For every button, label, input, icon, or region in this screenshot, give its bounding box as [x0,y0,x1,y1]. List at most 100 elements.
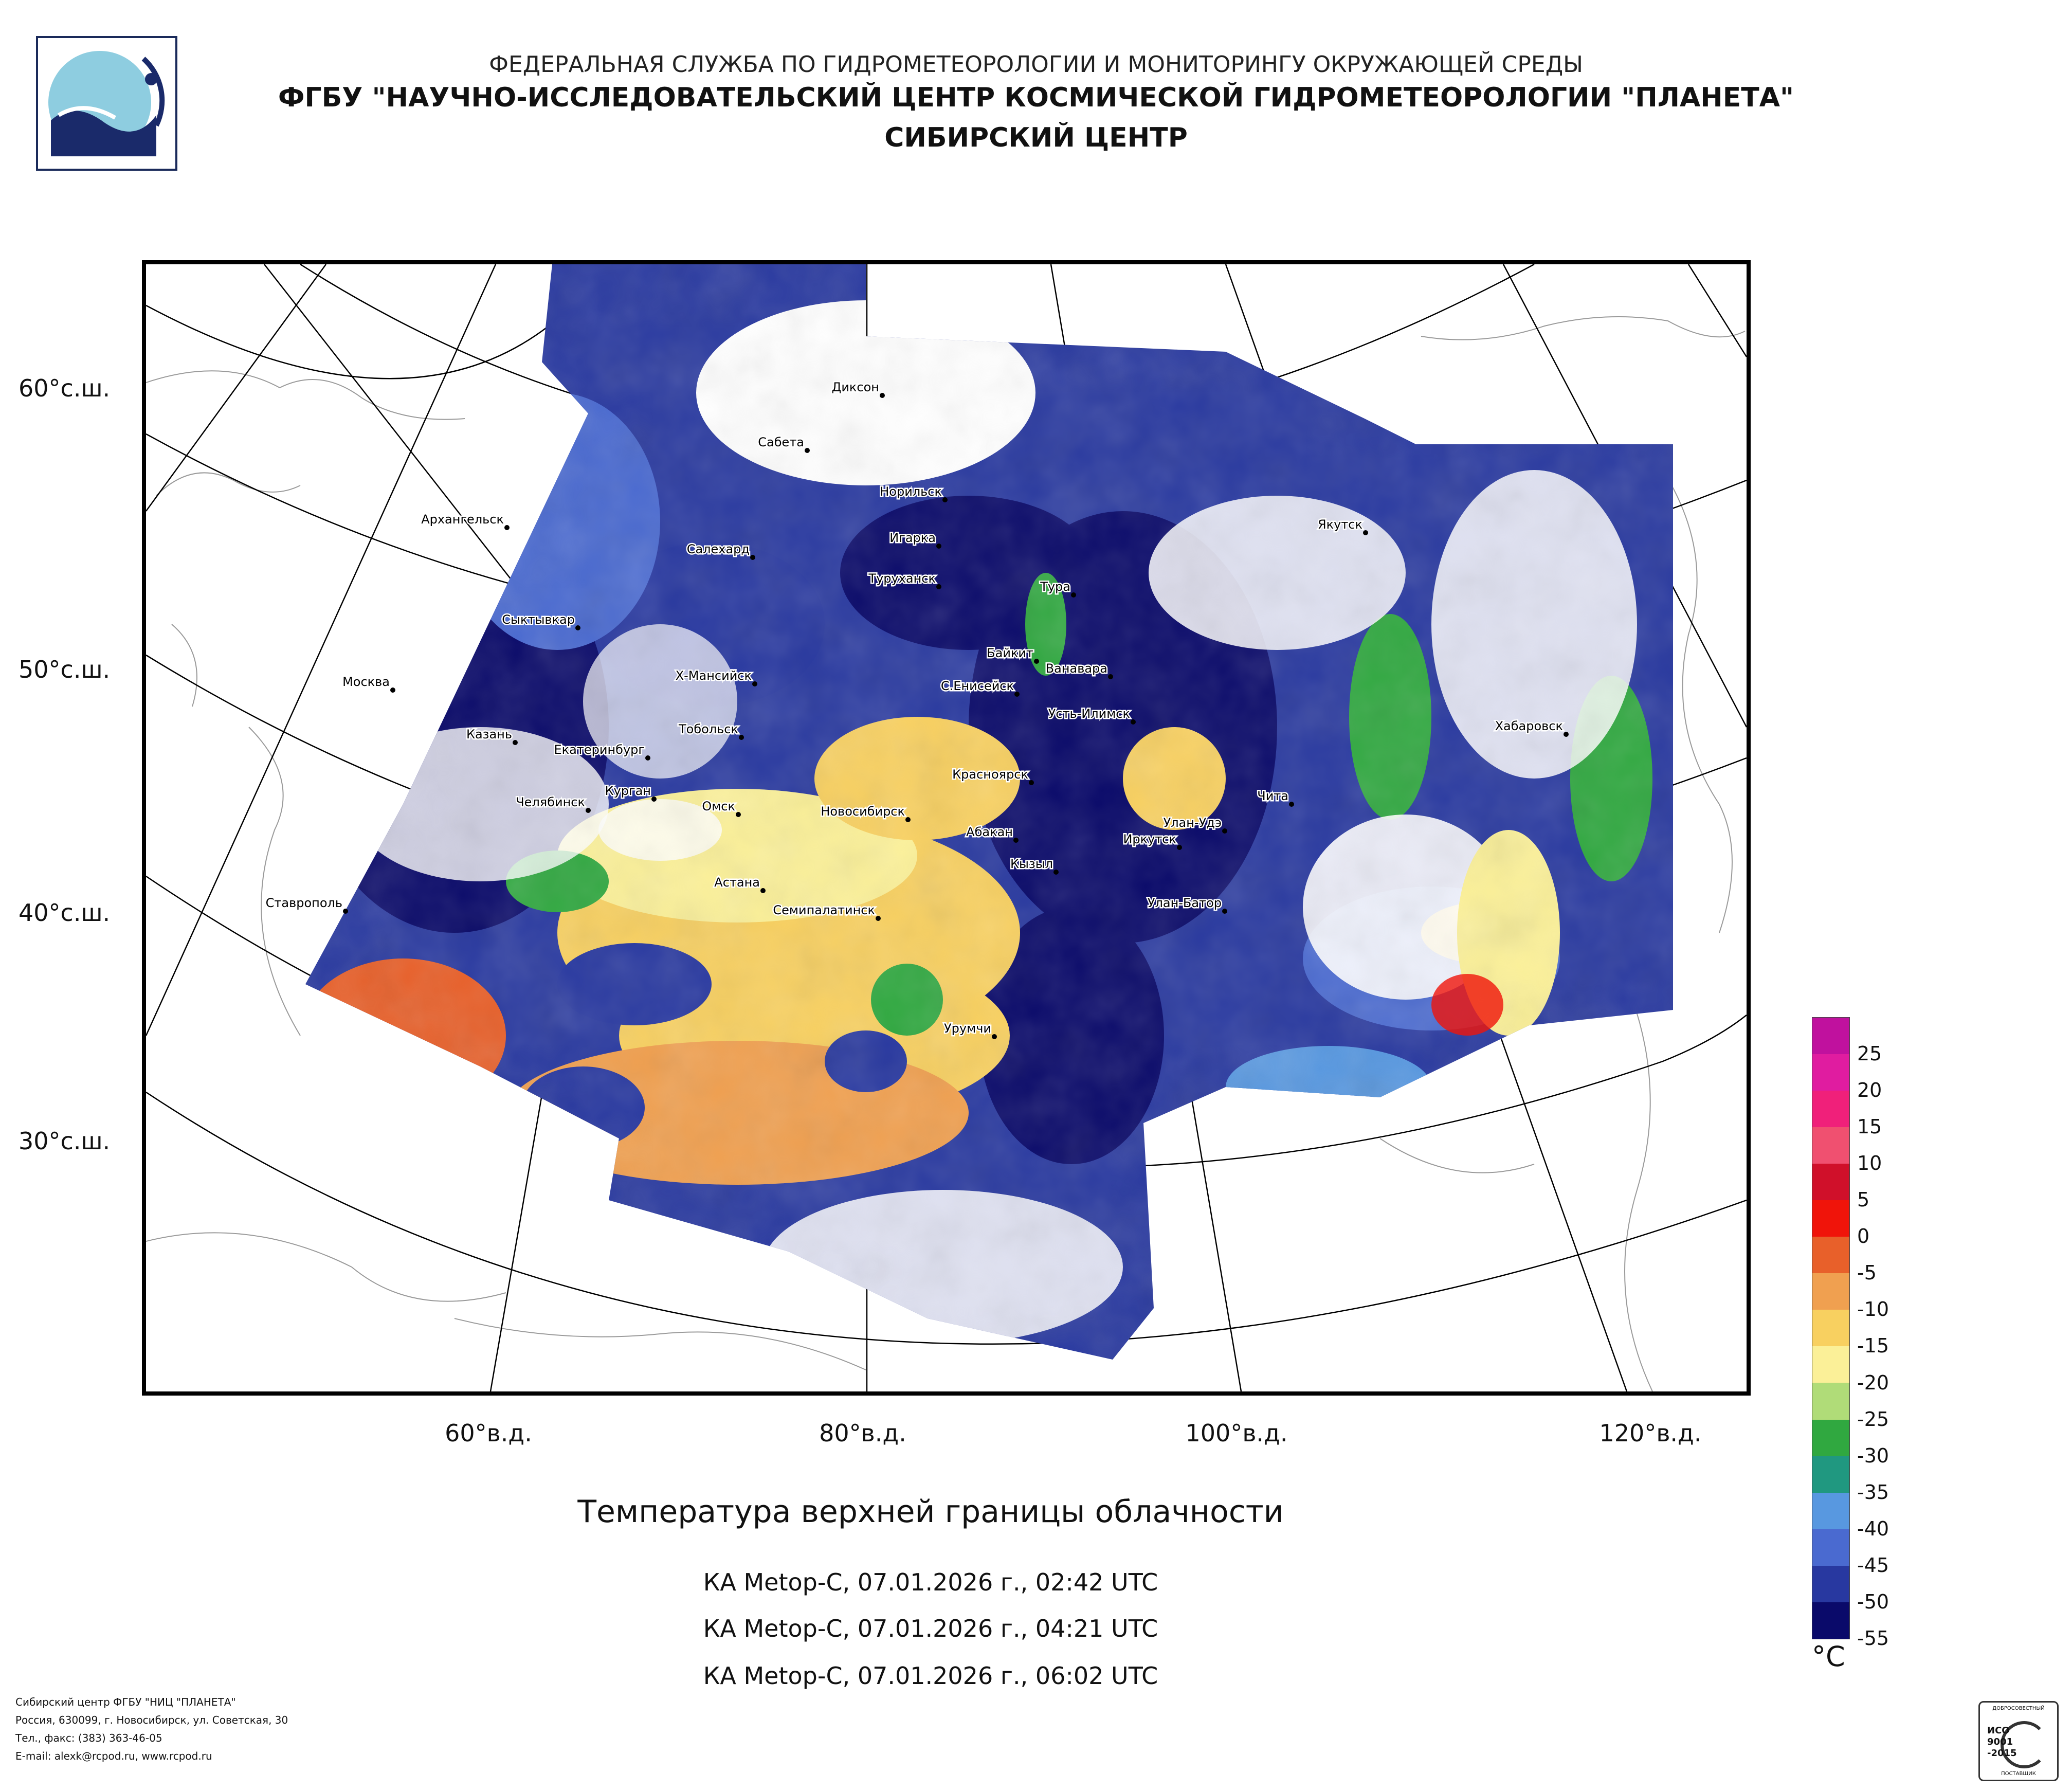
legend-swatch [1812,1164,1849,1201]
city-dot [645,755,650,761]
city-label: Туруханск [868,571,936,586]
lon-label-80: 80°в.д. [819,1419,906,1447]
city-dot [736,812,741,817]
warm-patch [1431,974,1503,1036]
product-title: Температура верхней границы облачности [577,1494,1284,1530]
city-markers: Диксон Сабета Норильск Архангельск Игарка Сал… [264,379,1569,1039]
city-dot [905,817,911,822]
city-dot [1013,838,1019,843]
legend-swatch [1812,1273,1849,1310]
legend-tick-label: 15 [1857,1115,1882,1138]
city-dot [876,916,881,921]
city-dot [1071,592,1076,598]
legend-tick-label: 20 [1857,1079,1882,1102]
city-dot [880,393,885,398]
header-center: СИБИРСКИЙ ЦЕНТР [884,122,1188,153]
legend-tick-label: -10 [1857,1298,1889,1321]
legend-tick-label: -15 [1857,1334,1889,1358]
map-canvas: Диксон Сабета Норильск Архангельск Игарка Сал… [146,264,1747,1391]
legend-tick-label: -20 [1857,1371,1889,1394]
legend-tick-label: -5 [1857,1261,1877,1285]
legend-swatch [1812,1492,1849,1529]
city-dot [1108,674,1113,679]
city-label: Ставрополь [266,896,342,910]
lat-label-60: 60°с.ш. [19,374,111,402]
city-label: Новосибирск [821,804,905,819]
iso-badge-top: ДОБРОСОВЕСТНЫЙ [1992,1706,2045,1711]
city-dot [805,448,810,453]
temperature-legend [1812,1017,1850,1639]
legend-tick-label: -55 [1857,1626,1889,1650]
iso-badge-bottom: ПОСТАВЩИК [2001,1771,2036,1777]
city-label: Иркутск [1123,832,1176,846]
legend-unit: °C [1812,1640,1845,1673]
city-label: Чита [1257,789,1288,803]
city-dot [513,740,518,745]
city-label: Диксон [832,380,879,394]
city-dot [575,625,580,630]
city-label: Тобольск [678,722,738,736]
city-label: Кызыл [1010,857,1053,871]
city-label: Якутск [1318,517,1362,532]
city-label: Семипалатинск [773,903,875,917]
legend-swatch [1812,1237,1849,1274]
legend-tick-label: -40 [1857,1517,1889,1540]
city-label: Москва [342,675,390,689]
legend-swatch [1812,1529,1849,1566]
legend-swatch [1812,1602,1849,1639]
city-dot [1177,845,1182,850]
city-label: С.Енисейск [941,679,1014,693]
footer-email: E-mail: alexk@rcpod.ru, www.rcpod.ru [15,1750,212,1762]
footer-address: Россия, 630099, г. Новосибирск, ул. Сове… [15,1714,288,1726]
coastlines [146,316,1746,1391]
city-label: Салехард [687,542,750,556]
city-label: Омск [702,799,735,813]
city-dot [343,909,348,914]
city-dot [936,544,941,549]
city-label: Хабаровск [1495,719,1563,733]
city-label: Красноярск [952,767,1028,782]
lon-label-120: 120°в.д. [1599,1419,1702,1447]
city-label: Улан-Удэ [1164,816,1222,830]
city-dot [1029,780,1034,785]
iso-badge-line2: 9001 [1987,1736,2013,1747]
city-label: Челябинск [516,795,585,809]
city-label: Тура [1040,580,1070,594]
city-dot [1564,732,1569,737]
city-dot [752,681,757,686]
city-dot [504,525,510,530]
legend-swatch [1812,1091,1849,1128]
header-institute: ФГБУ "НАУЧНО-ИССЛЕДОВАТЕЛЬСКИЙ ЦЕНТР КОС… [278,82,1794,113]
legend-swatch [1812,1127,1849,1164]
city-label: Архангельск [421,512,504,527]
city-label: Ванавара [1046,661,1107,676]
city-label: Байкит [987,646,1033,660]
legend-tick-label: 0 [1857,1225,1870,1248]
pass-1: КА Metop-C, 07.01.2026 г., 02:42 UTC [703,1568,1158,1596]
city-label: Игарка [889,531,936,545]
city-label: Усть-Илимск [1048,707,1130,721]
legend-swatch [1812,1419,1849,1456]
city-dot [936,584,941,589]
legend-tick-label: -35 [1857,1480,1889,1504]
legend-swatch [1812,1018,1849,1055]
legend-swatch [1812,1383,1849,1420]
legend-tick-label: -45 [1857,1553,1889,1577]
city-label: Улан-Батор [1148,896,1222,910]
iso-badge-line3: -2015 [1987,1748,2017,1759]
iso-badge: ДОБРОСОВЕСТНЫЙ ИСО 9001 -2015 ПОСТАВЩИК [1978,1701,2059,1781]
legend-tick-label: 5 [1857,1188,1870,1211]
city-dot [390,688,395,693]
city-label: Сабета [758,435,804,449]
lon-label-100: 100°в.д. [1185,1419,1288,1447]
legend-tick-label: -25 [1857,1407,1889,1431]
city-dot [1363,530,1368,535]
city-dot [1289,802,1294,807]
footer-org: Сибирский центр ФГБУ "НИЦ "ПЛАНЕТА" [15,1696,236,1708]
footer-phone: Тел., факс: (383) 363-46-05 [15,1732,162,1744]
legend-swatch [1812,1456,1849,1493]
cloud-top-temperature-map: Диксон Сабета Норильск Архангельск Игарка Сал… [142,260,1751,1396]
legend-tick-label: 10 [1857,1152,1882,1175]
city-dot [1053,870,1059,875]
city-dot [651,797,657,802]
